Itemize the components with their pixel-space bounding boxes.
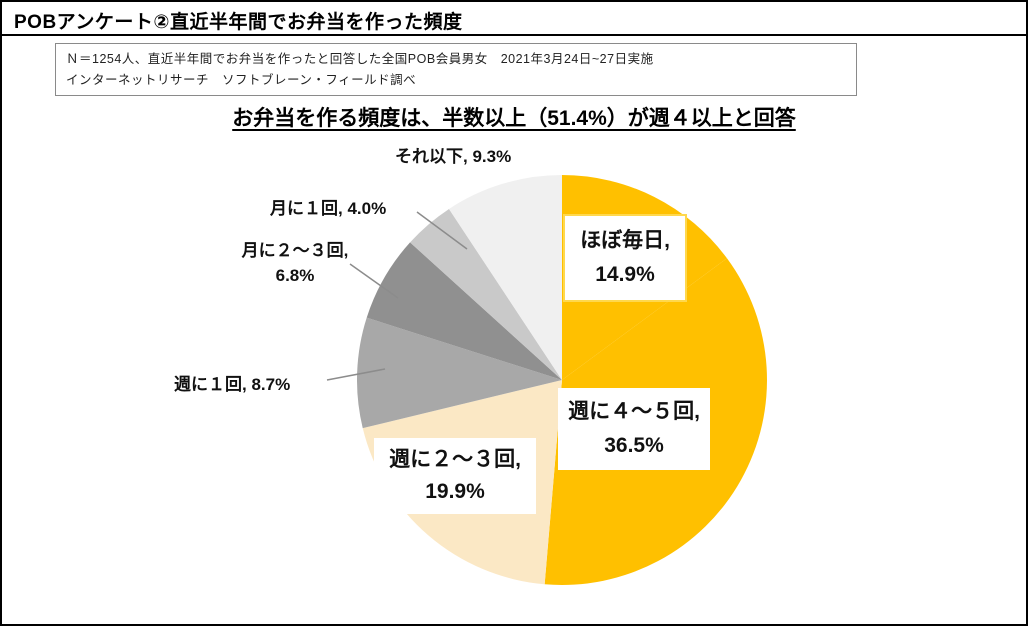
label-shu-2-3: 週に２～３回, 19.9%	[374, 438, 536, 514]
pie-slice-4	[357, 317, 562, 429]
label-shu-4-5-line2: 36.5%	[604, 434, 664, 457]
label-tsuki-2-3-line1: 月に２～３回,	[241, 241, 349, 260]
leader-line-tsuki-1	[416, 211, 468, 250]
pie-chart-area: それ以下, 9.3% 月に１回, 4.0% 月に２～３回, 6.8% 週に１回,…	[2, 132, 1026, 624]
pie-chart-svg	[326, 175, 767, 585]
leader-line-shu-1	[326, 368, 386, 381]
survey-note-line1: Ｎ＝1254人、直近半年間でお弁当を作ったと回答した全国POB会員男女 2021…	[66, 52, 654, 66]
label-tsuki-1: 月に１回, 4.0%	[270, 199, 387, 218]
label-shu-4-5: 週に４～５回, 36.5%	[558, 388, 710, 470]
pie-slice-7	[449, 175, 562, 380]
label-hobo-mainichi: ほぼ毎日, 14.9%	[563, 214, 687, 302]
survey-note-box: Ｎ＝1254人、直近半年間でお弁当を作ったと回答した全国POB会員男女 2021…	[55, 43, 857, 97]
survey-note-line2: インターネットリサーチ ソフトブレーン・フィールド調べ	[66, 72, 417, 87]
chart-title: お弁当を作る頻度は、半数以上（51.4%）が週４以上と回答	[2, 102, 1026, 132]
label-tsuki-2-3: 月に２～３回, 6.8%	[228, 238, 362, 288]
title-divider	[2, 34, 1026, 36]
pie-slice-6	[410, 208, 562, 380]
label-sore-ika: それ以下, 9.3%	[395, 147, 512, 166]
label-shu-1: 週に１回, 8.7%	[174, 375, 291, 394]
leader-lines	[326, 211, 468, 381]
label-shu-2-3-line2: 19.9%	[425, 480, 485, 503]
label-tsuki-2-3-line2: 6.8%	[275, 266, 315, 285]
pie-slice-5	[366, 242, 562, 380]
label-hobo-mainichi-line2: 14.9%	[595, 263, 655, 286]
label-hobo-mainichi-line1: ほぼ毎日,	[580, 229, 670, 252]
label-shu-2-3-line1: 週に２～３回,	[389, 448, 521, 471]
label-shu-4-5-line1: 週に４～５回,	[568, 400, 700, 423]
leader-line-tsuki-2-3	[349, 263, 399, 299]
pie-chart	[357, 175, 767, 585]
page-title: POBアンケート②直近半年間でお弁当を作った頻度	[14, 12, 463, 33]
chart-title-text: お弁当を作る頻度は、半数以上（51.4%）が週４以上と回答	[232, 107, 796, 130]
